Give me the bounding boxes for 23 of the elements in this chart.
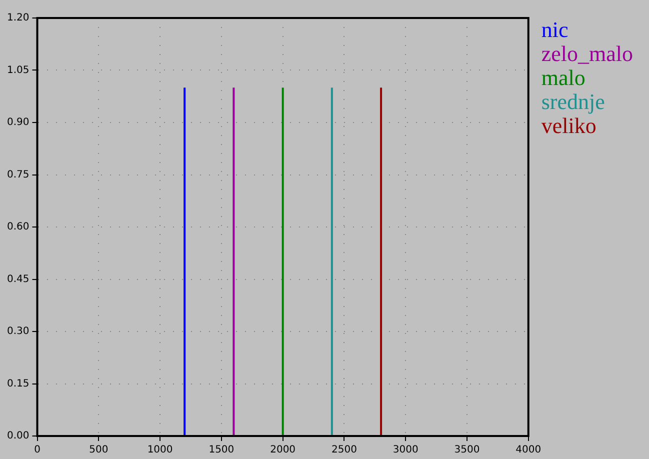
text: veliko — [541, 112, 596, 138]
y-tick-label: 1.20 — [7, 12, 30, 24]
text: malo — [541, 64, 586, 90]
x-tick-label: 500 — [89, 444, 108, 456]
y-tick-label: 0.30 — [7, 326, 30, 338]
x-tick-label: 1500 — [208, 444, 234, 456]
text: srednje — [541, 88, 605, 114]
x-tick-label: 3000 — [392, 444, 418, 456]
x-tick-label: 3500 — [454, 444, 480, 456]
x-tick-label: 1000 — [147, 444, 173, 456]
x-tick-label: 4000 — [516, 444, 542, 456]
y-tick-label: 0.90 — [7, 117, 30, 128]
x-tick-label: 2500 — [331, 444, 357, 456]
y-tick-label: 0.60 — [7, 222, 30, 233]
y-tick-label: 0.45 — [7, 274, 30, 285]
y-tick-label: 0.75 — [7, 169, 30, 180]
x-tick-label: 0 — [34, 444, 40, 456]
text: nic — [541, 16, 568, 42]
y-tick-label: 0.15 — [7, 378, 30, 390]
y-tick-label: 1.05 — [7, 64, 30, 76]
x-tick-label: 2000 — [270, 444, 296, 456]
text: zelo_malo — [541, 40, 634, 66]
y-tick-label: 0.00 — [7, 430, 30, 442]
